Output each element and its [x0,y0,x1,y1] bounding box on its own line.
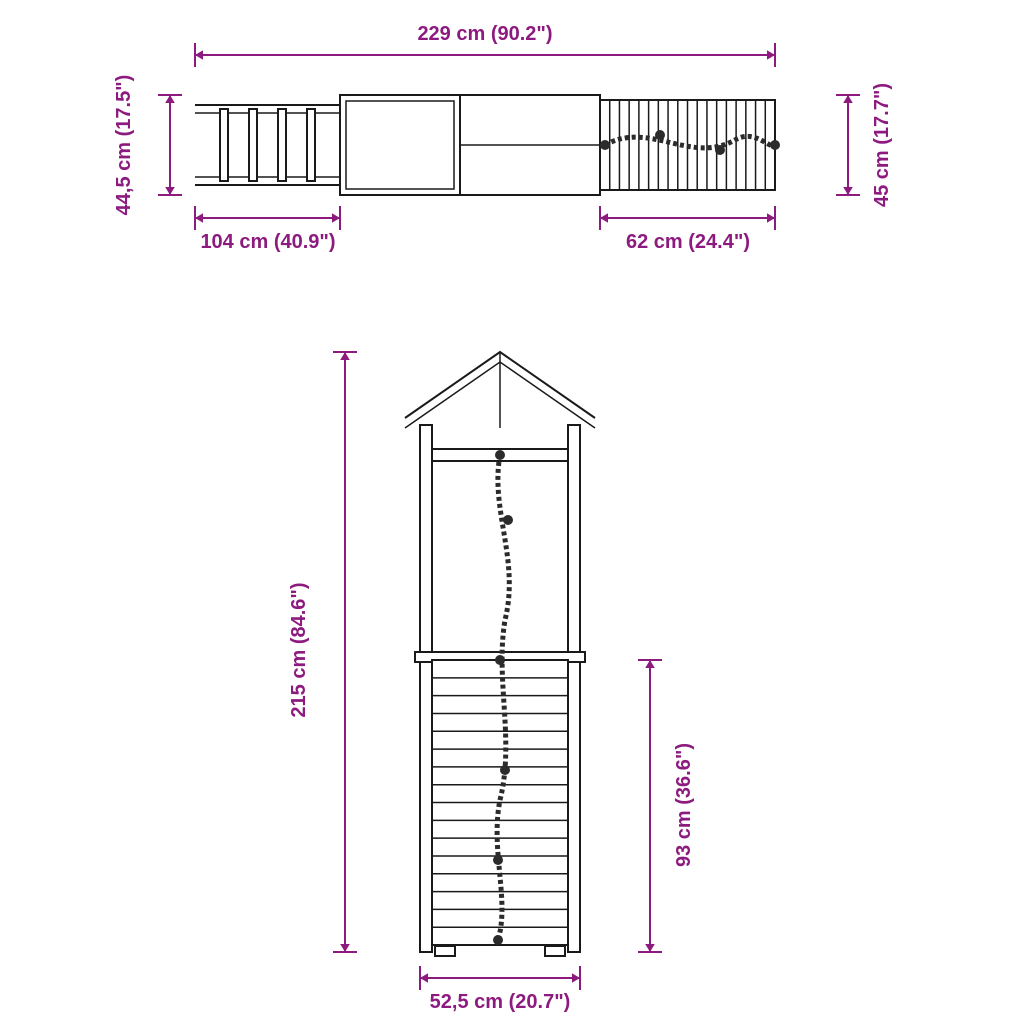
top-view [195,95,780,195]
dim-top-left-height: 44,5 cm (17.5") [113,75,135,216]
dim-top-left-partial: 104 cm (40.9") [200,231,335,253]
dim-top-right-partial: 62 cm (24.4") [626,231,750,253]
front-view [405,352,595,956]
dim-front-total-height: 215 cm (84.6") [288,582,310,717]
dim-top-total-width: 229 cm (90.2") [417,23,552,45]
dim-front-width: 52,5 cm (20.7") [430,991,571,1013]
dim-top-right-height: 45 cm (17.7") [871,83,893,207]
dim-front-lower-height: 93 cm (36.6") [673,743,695,867]
